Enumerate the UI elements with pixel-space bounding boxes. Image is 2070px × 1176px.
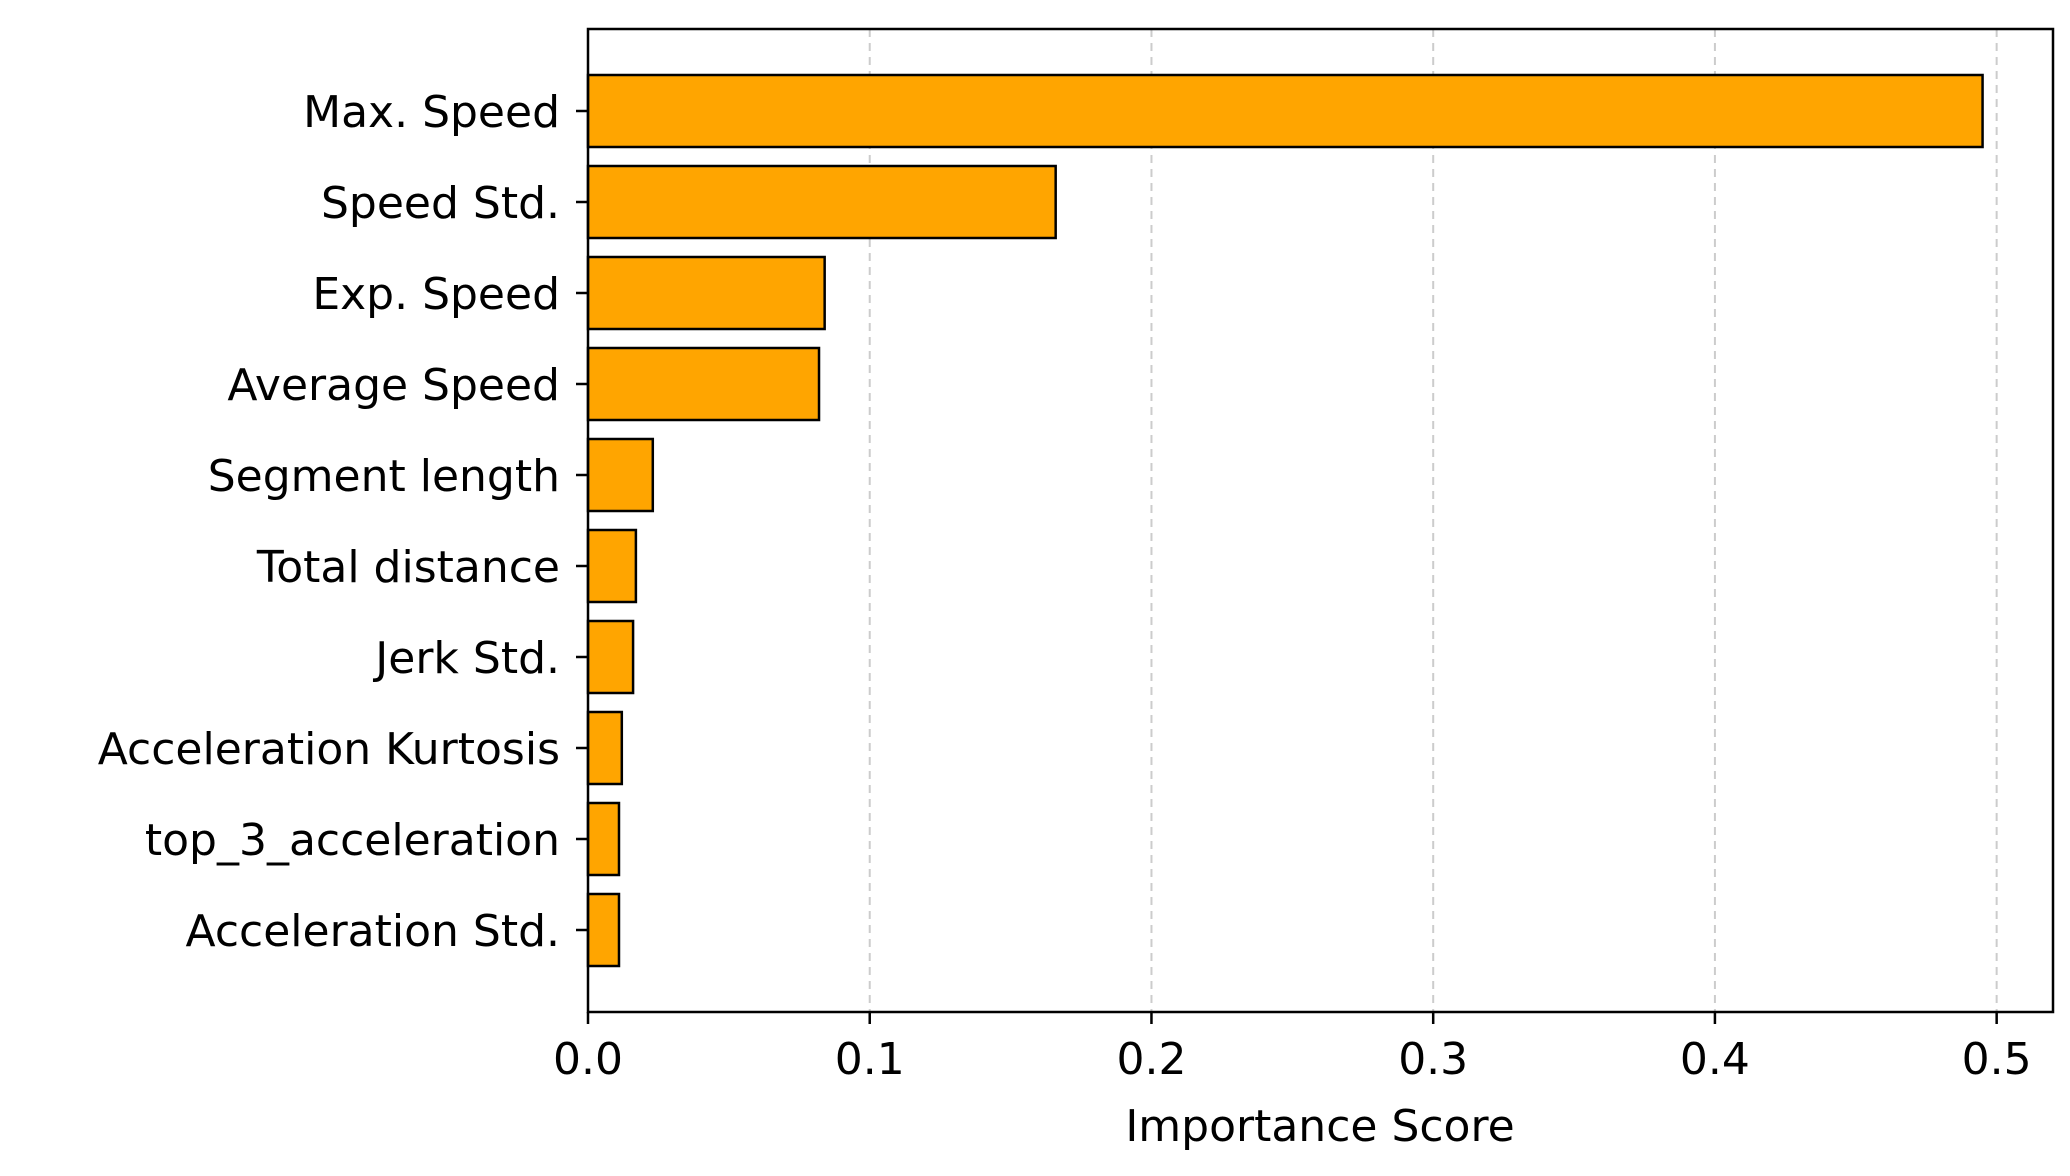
x-axis-label: Importance Score: [1125, 1101, 1514, 1152]
y-tick-label: Speed Std.: [321, 178, 560, 229]
y-axis-ticks: Max. Speed Speed Std. Exp. Speed Average Sp…: [98, 87, 588, 957]
bar: [586, 801, 621, 877]
grid-lines: [868, 29, 1998, 1012]
x-axis-ticks: 0.0 0.1 0.2 0.3 0.4 0.5: [553, 1012, 2032, 1085]
y-tick-label: Total distance: [256, 542, 560, 593]
y-tick-label: Segment length: [208, 451, 560, 502]
y-tick-label: Exp. Speed: [312, 269, 560, 320]
bar: [586, 255, 826, 331]
x-tick-label: 0.3: [1398, 1034, 1468, 1085]
bar: [586, 164, 1057, 240]
bar: [586, 619, 635, 695]
y-tick-label: top_3_acceleration: [145, 815, 560, 866]
bar: [586, 710, 624, 786]
bar: [586, 892, 621, 968]
plot-frame: [586, 27, 2055, 1014]
x-tick-label: 0.2: [1116, 1034, 1186, 1085]
y-tick-label: Acceleration Std.: [186, 906, 561, 957]
x-tick-label: 0.5: [1962, 1034, 2032, 1085]
y-tick-label: Acceleration Kurtosis: [98, 724, 560, 775]
y-tick-label: Average Speed: [227, 360, 560, 411]
y-tick-label: Jerk Std.: [372, 633, 560, 684]
bar: [586, 73, 1984, 149]
x-tick-label: 0.0: [553, 1034, 623, 1085]
y-tick-label: Max. Speed: [303, 87, 560, 138]
bar: [586, 528, 638, 604]
x-tick-label: 0.1: [835, 1034, 905, 1085]
bars: [586, 73, 1984, 968]
bar: [586, 437, 655, 513]
x-tick-label: 0.4: [1680, 1034, 1750, 1085]
bar: [586, 346, 821, 422]
